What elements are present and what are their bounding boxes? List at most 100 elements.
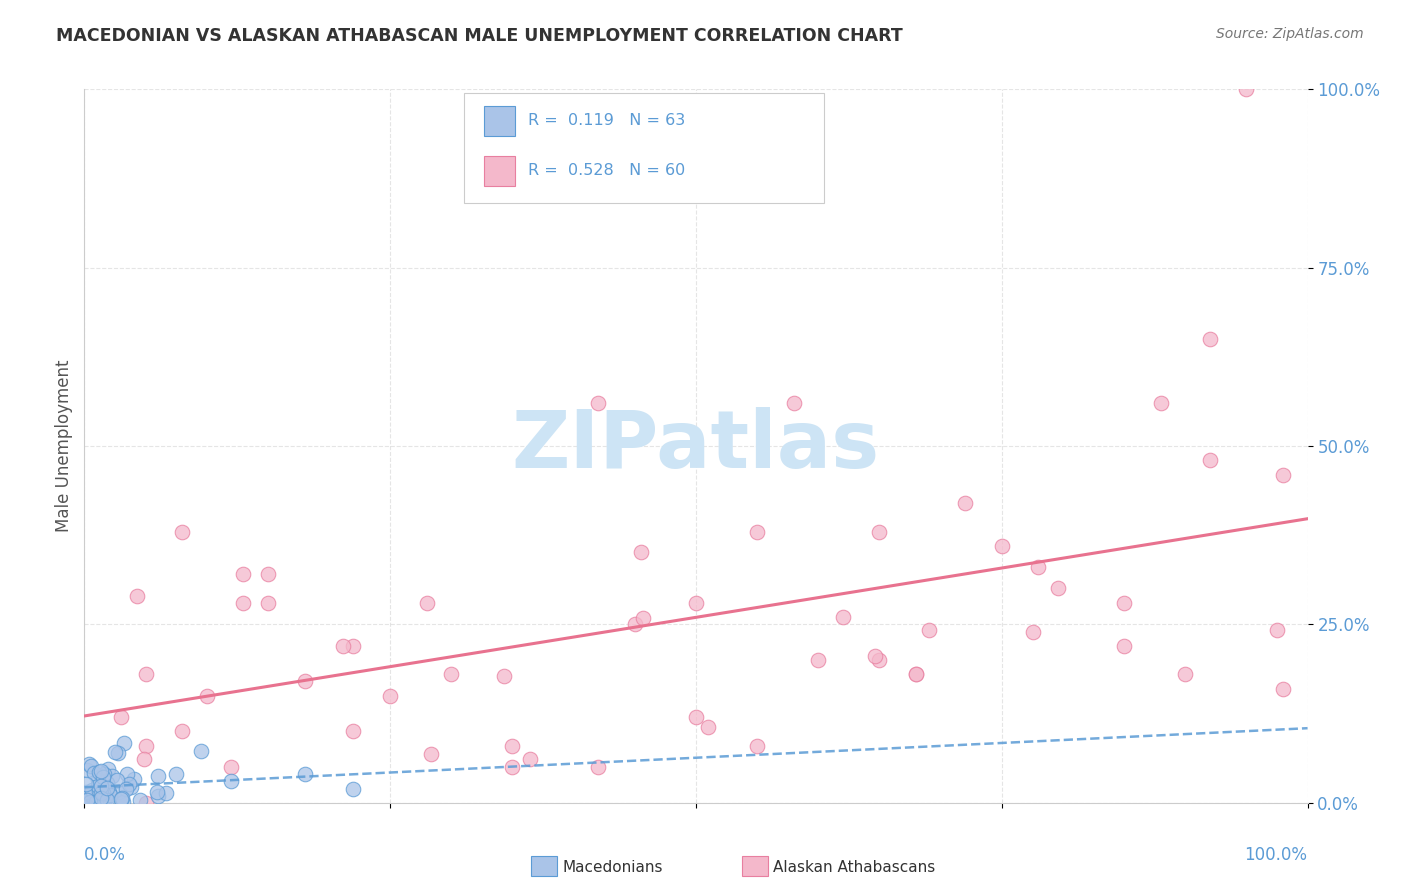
Point [75,776,97,790]
Point [1234,82,1257,96]
Point [96,776,118,790]
Point [135,667,157,681]
Point [104,745,127,759]
Point [1022,624,1045,639]
Point [129,793,152,807]
Point [420,747,443,761]
Text: Source: ZipAtlas.com: Source: ZipAtlas.com [1216,27,1364,41]
Point [132,752,155,766]
Point [98,788,121,802]
Point [165,767,187,781]
Point [87,773,110,788]
Point [633,611,655,625]
Point [115,767,138,781]
Text: Macedonians: Macedonians [562,860,662,874]
Point [90,764,112,779]
Point [1272,681,1295,696]
Point [75,793,97,807]
Point [135,796,157,810]
Point [94,784,117,798]
Point [294,767,316,781]
Point [80,758,103,772]
Point [93,795,115,809]
Point [747,739,769,753]
Point [807,653,830,667]
Point [94,790,117,805]
Point [101,769,124,783]
Point [135,739,157,753]
Point [76,763,98,777]
Point [232,596,254,610]
Point [83,789,105,803]
Point [696,720,718,734]
Point [87,765,110,780]
Point [122,772,145,786]
Point [146,789,169,803]
Point [1150,396,1173,410]
Point [96,793,118,807]
Text: R =  0.119   N = 63: R = 0.119 N = 63 [529,113,686,128]
FancyBboxPatch shape [464,93,824,203]
Point [1272,467,1295,482]
Point [869,653,891,667]
Point [440,667,463,681]
Point [685,710,707,724]
Point [342,781,364,796]
Point [84,795,107,809]
Point [232,567,254,582]
Point [494,669,516,683]
Point [501,760,523,774]
Point [831,610,853,624]
Text: 100.0%: 100.0% [1244,846,1308,863]
Text: MACEDONIAN VS ALASKAN ATHABASCAN MALE UNEMPLOYMENT CORRELATION CHART: MACEDONIAN VS ALASKAN ATHABASCAN MALE UN… [56,27,903,45]
Point [1174,667,1197,681]
Point [76,793,98,807]
Point [1028,560,1050,574]
Point [97,785,120,799]
Point [91,770,114,784]
Point [990,539,1012,553]
Y-axis label: Male Unemployment: Male Unemployment [55,359,73,533]
Point [586,760,609,774]
Text: 0.0%: 0.0% [84,846,127,863]
Point [111,791,134,805]
Point [416,596,439,610]
Point [685,596,707,610]
Point [1046,581,1069,595]
Point [146,769,169,783]
Point [86,780,108,794]
Point [294,674,316,689]
Point [77,756,100,771]
Point [90,786,112,800]
Point [105,772,128,787]
Point [93,767,115,781]
Text: R =  0.528   N = 60: R = 0.528 N = 60 [529,163,686,178]
Point [342,639,364,653]
Point [80,789,103,804]
Point [94,789,117,804]
Point [79,795,101,809]
Point [172,724,194,739]
Point [1198,453,1220,467]
Point [257,596,280,610]
Point [75,785,97,799]
Point [112,795,135,809]
Point [87,784,110,798]
Point [90,779,112,793]
Point [905,667,928,681]
Point [519,752,541,766]
Point [155,786,177,800]
Text: Alaskan Athabascans: Alaskan Athabascans [773,860,935,874]
Point [87,784,110,798]
Point [83,793,105,807]
Point [747,524,769,539]
Point [91,792,114,806]
Point [110,710,132,724]
Point [219,774,242,789]
Point [110,792,132,806]
Point [112,736,135,750]
FancyBboxPatch shape [484,105,515,136]
Point [865,649,887,664]
Point [905,667,928,681]
Point [82,782,104,797]
